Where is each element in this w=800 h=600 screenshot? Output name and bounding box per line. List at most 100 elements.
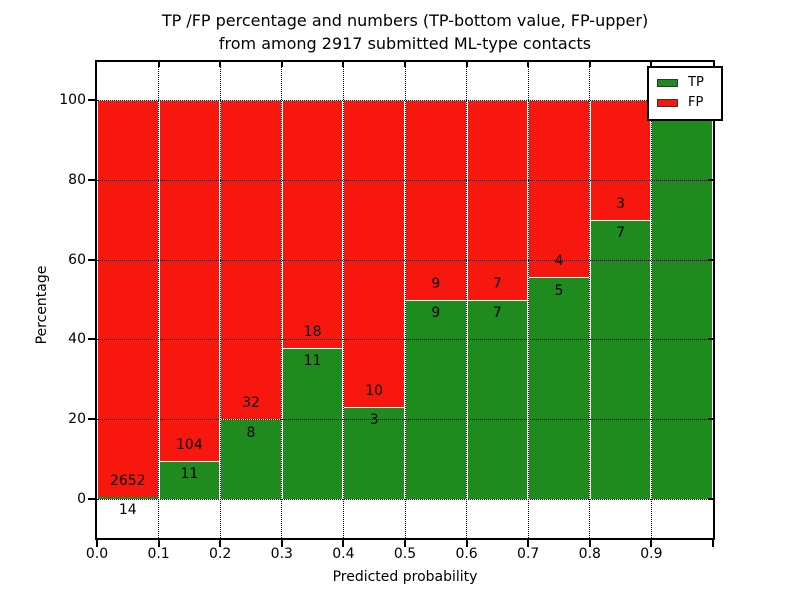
fp-value-label: 10 (365, 382, 384, 399)
x-tick-label: 0.0 (85, 546, 109, 562)
tp-value-label: 7 (492, 305, 502, 322)
x-tick-top (219, 62, 222, 67)
x-tick-bottom (465, 540, 468, 547)
x-tick-top (280, 62, 283, 67)
legend: TP FP (647, 66, 723, 121)
fp-value-label: 32 (242, 395, 260, 412)
y-tick-right (708, 338, 713, 341)
fp-value-label: 104 (176, 436, 203, 453)
y-tick-right (708, 498, 713, 500)
tp-bar-segment (528, 277, 590, 499)
x-tick-label: 0.3 (270, 546, 293, 562)
y-tick-left (88, 178, 95, 181)
y-tick-left (88, 258, 95, 261)
x-tick-bottom (404, 540, 406, 547)
y-tick-label: 100 (59, 92, 86, 108)
y-tick-left (88, 99, 95, 101)
y-tick-left (88, 338, 95, 341)
gridline-vertical (158, 62, 160, 538)
x-tick-bottom (219, 540, 222, 547)
x-tick-label: 0.7 (517, 546, 540, 562)
y-tick-right (708, 258, 713, 261)
fp-bar-segment (528, 100, 590, 278)
x-tick-top (157, 62, 160, 67)
legend-row-fp: FP (657, 95, 721, 111)
fp-swatch-icon (657, 99, 678, 107)
tp-value-label: 5 (554, 282, 564, 299)
y-tick-left (88, 418, 95, 421)
y-tick-label: 0 (77, 491, 86, 507)
gridline-horizontal (97, 259, 713, 261)
fp-value-label: 3 (616, 195, 626, 212)
x-tick-top (465, 62, 468, 67)
gridline-horizontal (97, 499, 713, 500)
legend-row-tp: TP (657, 75, 721, 91)
tp-value-label: 7 (616, 225, 626, 242)
x-tick-top (404, 62, 406, 67)
tp-bar-segment (405, 299, 467, 499)
gridline-horizontal (97, 419, 713, 421)
fp-value-label: 9 (431, 275, 441, 292)
y-tick-label: 80 (68, 171, 86, 188)
x-tick-label: 0.5 (393, 546, 417, 562)
legend-label-tp: TP (688, 75, 704, 90)
fp-bar-segment (281, 100, 344, 348)
gridline-vertical (466, 62, 468, 538)
x-tick-label: 0.2 (209, 546, 232, 562)
tp-value-label: 9 (431, 305, 441, 322)
tp-swatch-icon (657, 79, 678, 87)
y-tick-label: 40 (68, 331, 86, 348)
x-tick-bottom (527, 540, 530, 547)
tp-bar-segment (343, 406, 405, 499)
fp-bar-segment (405, 100, 467, 300)
gridline-horizontal (97, 100, 713, 101)
tp-bar-segment (589, 219, 652, 499)
gridline-horizontal (97, 339, 713, 341)
x-tick-bottom (342, 540, 345, 547)
gridline-vertical (589, 62, 591, 538)
fp-value-label: 2652 (109, 472, 146, 489)
x-axis-label: Predicted probability (332, 569, 478, 585)
gridline-vertical (219, 62, 221, 538)
fp-value-label: 7 (492, 275, 502, 292)
y-tick-left (88, 498, 95, 500)
x-tick-top (342, 62, 345, 67)
gridline-vertical (527, 62, 529, 538)
x-tick-top (588, 62, 591, 67)
y-tick-right (708, 418, 713, 421)
fp-value-label: 4 (554, 253, 564, 270)
legend-label-fp: FP (688, 95, 704, 110)
gridline-horizontal (97, 179, 713, 181)
x-tick-top (527, 62, 530, 67)
gridline-vertical (342, 62, 344, 538)
tp-bar-segment (281, 347, 344, 499)
x-tick-bottom (157, 540, 160, 547)
plot-area: TP FP 265214104113281811103997745373 (95, 60, 723, 540)
x-tick-bottom (96, 540, 98, 547)
chart-title-line2: from among 2917 submitted ML-type contac… (218, 34, 592, 53)
fp-value-label: 18 (303, 323, 322, 340)
tp-value-label: 8 (246, 424, 256, 441)
tp-bar-segment (466, 299, 529, 499)
x-tick-label: 0.4 (332, 546, 355, 562)
x-tick-bottom (280, 540, 283, 547)
x-tick-label: 0.6 (455, 546, 478, 562)
tp-value-label: 3 (369, 412, 379, 429)
x-tick-bottom (588, 540, 591, 547)
gridline-vertical (281, 62, 283, 538)
gridline-vertical (404, 62, 406, 538)
tp-value-label: 14 (118, 502, 137, 519)
x-tick-label: 0.1 (147, 546, 170, 562)
x-tick-bottom (650, 540, 653, 547)
tp-value-label: 11 (180, 466, 199, 483)
fp-bar-segment (343, 100, 405, 407)
y-tick-label: 20 (68, 411, 86, 428)
gridline-vertical (650, 62, 652, 538)
x-tick-bottom (712, 540, 714, 547)
x-tick-top (650, 62, 653, 67)
tp-value-label: 11 (303, 353, 322, 370)
y-tick-right (708, 178, 713, 181)
y-tick-label: 60 (68, 251, 86, 268)
x-tick-label: 0.8 (578, 546, 601, 562)
